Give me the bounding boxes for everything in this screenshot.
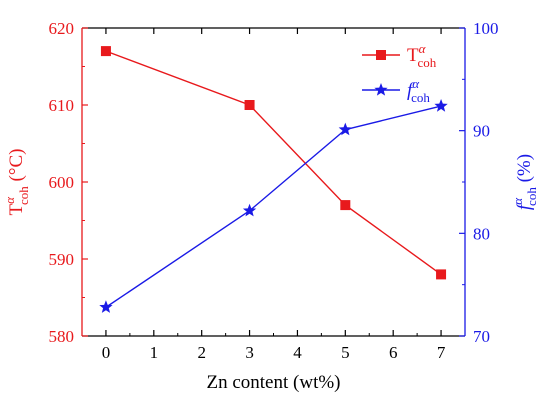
- left-y-tick-label: 590: [49, 250, 75, 269]
- legend-1-label: fα coh: [407, 76, 430, 105]
- left-y-tick-label: 620: [49, 19, 75, 38]
- x-tick-label: 6: [389, 343, 398, 362]
- series-0-line: [105, 50, 442, 275]
- right-y-axis-label: fαcoh (%): [510, 154, 539, 210]
- x-tick-label: 0: [102, 343, 111, 362]
- series-0-point: [340, 200, 351, 211]
- series-1-point: [242, 203, 257, 217]
- right-y-tick-label: 90: [473, 122, 490, 141]
- right-y-tick-label: 100: [473, 19, 499, 38]
- left-y-tick-label: 600: [49, 173, 75, 192]
- legend-0-label: Tα coh: [407, 41, 437, 70]
- legend: Tα coh fα coh: [362, 41, 437, 105]
- series-1-line: [105, 105, 442, 308]
- x-tick-label: 1: [150, 343, 159, 362]
- right-y-tick-label: 70: [473, 327, 490, 346]
- x-tick-label: 7: [437, 343, 446, 362]
- x-tick-label: 4: [293, 343, 302, 362]
- series-1-point: [434, 99, 448, 112]
- axes: 0 1 2 3 4 5 6 7 Zn content (wt%) 580 590 600 610 620 7…: [2, 19, 539, 393]
- series-0-point: [100, 46, 111, 57]
- left-y-tick-label: 580: [49, 327, 75, 346]
- x-tick-label: 3: [245, 343, 254, 362]
- series-1-point: [99, 300, 113, 313]
- left-y-tick-label: 610: [49, 96, 75, 115]
- x-tick-label: 2: [197, 343, 206, 362]
- series-0-point: [244, 100, 255, 110]
- left-y-axis-label: Tαcoh (°C): [2, 149, 31, 216]
- series-0-point: [436, 269, 447, 280]
- legend-0-marker: [376, 50, 386, 60]
- legend-1-marker: [374, 83, 388, 96]
- series-1-point: [338, 122, 352, 136]
- x-tick-label: 5: [341, 343, 350, 362]
- right-y-tick-label: 80: [473, 224, 490, 243]
- x-axis-label: Zn content (wt%): [206, 372, 340, 393]
- series: [99, 46, 448, 313]
